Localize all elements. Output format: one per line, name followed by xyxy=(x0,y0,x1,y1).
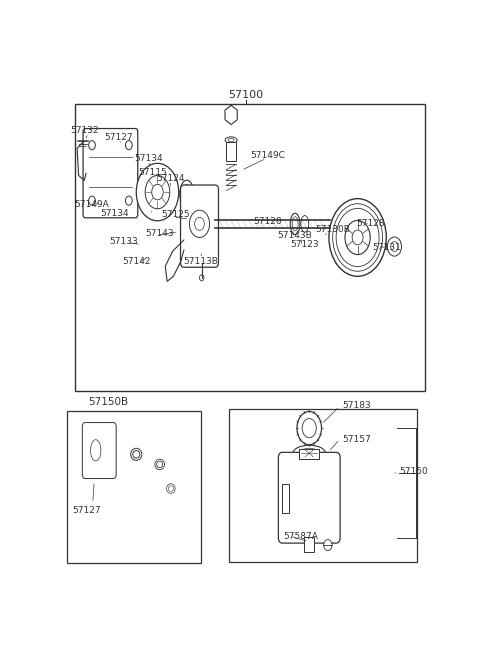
Bar xyxy=(200,185,205,189)
Circle shape xyxy=(125,141,132,150)
Text: 57130B: 57130B xyxy=(315,225,350,234)
Bar xyxy=(67,411,202,563)
FancyBboxPatch shape xyxy=(83,128,138,218)
Circle shape xyxy=(391,242,398,252)
Text: 57143B: 57143B xyxy=(278,231,312,240)
FancyBboxPatch shape xyxy=(278,453,340,543)
Circle shape xyxy=(125,196,132,205)
Bar xyxy=(229,409,417,562)
Bar xyxy=(200,190,205,195)
Circle shape xyxy=(136,163,179,221)
Text: 57157: 57157 xyxy=(343,435,372,443)
Text: 57128: 57128 xyxy=(356,219,384,229)
Ellipse shape xyxy=(91,440,101,461)
Text: 57149C: 57149C xyxy=(250,151,285,160)
Ellipse shape xyxy=(133,451,140,458)
Text: 57113B: 57113B xyxy=(183,257,218,266)
Ellipse shape xyxy=(182,185,192,204)
Text: 57132: 57132 xyxy=(70,126,98,135)
Circle shape xyxy=(329,198,386,276)
Ellipse shape xyxy=(228,138,234,142)
Text: 57131: 57131 xyxy=(372,243,401,252)
Ellipse shape xyxy=(180,180,194,208)
Text: 57150B: 57150B xyxy=(88,398,129,407)
Circle shape xyxy=(324,540,332,551)
Circle shape xyxy=(387,237,401,256)
Text: 57124: 57124 xyxy=(156,174,185,183)
Text: 57127: 57127 xyxy=(72,506,101,515)
Circle shape xyxy=(333,204,383,271)
Text: 57142: 57142 xyxy=(122,257,151,266)
Ellipse shape xyxy=(225,137,237,143)
Text: 57120: 57120 xyxy=(253,217,282,226)
Circle shape xyxy=(200,275,204,281)
Text: 57134: 57134 xyxy=(134,154,162,163)
FancyBboxPatch shape xyxy=(83,422,116,479)
Bar xyxy=(299,449,319,459)
Text: 57183: 57183 xyxy=(343,401,372,410)
Circle shape xyxy=(297,411,322,445)
Circle shape xyxy=(89,196,96,205)
Bar xyxy=(282,484,289,514)
Text: 57127: 57127 xyxy=(105,132,133,141)
Circle shape xyxy=(190,210,210,238)
Ellipse shape xyxy=(157,461,163,468)
Bar xyxy=(304,536,314,552)
Circle shape xyxy=(336,208,379,267)
Circle shape xyxy=(302,419,316,438)
Circle shape xyxy=(89,141,96,150)
Ellipse shape xyxy=(290,214,300,234)
Text: 57587A: 57587A xyxy=(283,532,318,540)
Ellipse shape xyxy=(155,459,165,470)
Ellipse shape xyxy=(301,215,309,232)
Text: 57125: 57125 xyxy=(161,210,190,219)
Circle shape xyxy=(152,184,163,200)
Ellipse shape xyxy=(131,448,142,460)
Text: 57100: 57100 xyxy=(228,90,264,100)
Bar xyxy=(226,142,236,161)
Circle shape xyxy=(352,230,363,245)
Ellipse shape xyxy=(167,484,175,493)
Text: 57115: 57115 xyxy=(139,168,168,177)
Circle shape xyxy=(345,220,370,255)
Text: 57134: 57134 xyxy=(101,209,130,217)
FancyBboxPatch shape xyxy=(180,185,218,267)
Ellipse shape xyxy=(299,448,319,458)
Text: 57149A: 57149A xyxy=(74,200,109,209)
Bar xyxy=(75,104,424,391)
Ellipse shape xyxy=(168,486,173,491)
Text: 57143: 57143 xyxy=(145,229,174,238)
Text: 57133: 57133 xyxy=(109,236,138,246)
Bar xyxy=(200,196,205,200)
Circle shape xyxy=(195,217,204,231)
Ellipse shape xyxy=(292,217,298,231)
Text: 57123: 57123 xyxy=(290,240,319,248)
Text: 57150: 57150 xyxy=(399,468,428,476)
Circle shape xyxy=(145,176,170,209)
Ellipse shape xyxy=(293,445,325,461)
